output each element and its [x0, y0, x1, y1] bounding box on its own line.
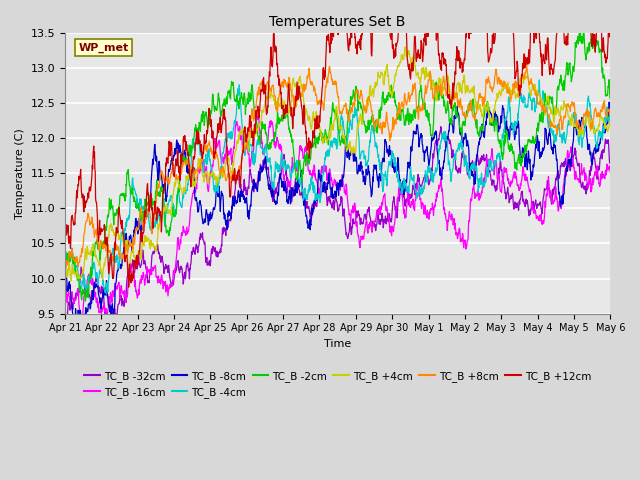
TC_B +4cm — [126, 260, 134, 266]
TC_B +4cm — [293, 86, 301, 92]
TC_B -8cm — [314, 183, 322, 189]
TC_B -32cm — [372, 228, 380, 234]
TC_B +12cm — [104, 235, 111, 240]
TC_B +12cm — [125, 284, 132, 290]
Title: Temperatures Set B: Temperatures Set B — [269, 15, 406, 29]
TC_B -2cm — [104, 212, 111, 218]
TC_B -4cm — [104, 287, 111, 292]
TC_B +8cm — [607, 111, 614, 117]
TC_B -8cm — [372, 166, 380, 172]
TC_B -32cm — [314, 194, 322, 200]
TC_B +12cm — [61, 216, 69, 222]
TC_B -4cm — [126, 208, 134, 214]
TC_B -4cm — [314, 192, 322, 198]
TC_B -8cm — [126, 236, 134, 242]
TC_B -32cm — [304, 205, 312, 211]
Line: TC_B +8cm: TC_B +8cm — [65, 65, 611, 268]
TC_B -16cm — [104, 309, 111, 315]
TC_B -4cm — [83, 292, 91, 298]
TC_B +4cm — [104, 239, 111, 244]
TC_B +8cm — [304, 73, 312, 79]
TC_B -4cm — [293, 157, 301, 163]
TC_B -4cm — [607, 113, 614, 119]
TC_B +4cm — [61, 268, 69, 274]
TC_B +4cm — [401, 44, 409, 50]
TC_B -32cm — [107, 326, 115, 332]
TC_B -16cm — [77, 324, 85, 330]
TC_B -2cm — [580, 25, 588, 31]
TC_B +4cm — [372, 80, 380, 86]
TC_B -16cm — [305, 168, 312, 173]
Line: TC_B -8cm: TC_B -8cm — [65, 102, 611, 329]
TC_B -16cm — [607, 169, 614, 175]
TC_B +8cm — [314, 100, 322, 106]
Y-axis label: Temperature (C): Temperature (C) — [15, 128, 25, 219]
TC_B -32cm — [126, 264, 134, 269]
TC_B +8cm — [61, 260, 69, 265]
TC_B -8cm — [304, 225, 312, 231]
TC_B +4cm — [67, 278, 75, 284]
TC_B +8cm — [62, 265, 70, 271]
TC_B -2cm — [607, 96, 614, 101]
TC_B -8cm — [607, 109, 614, 115]
TC_B +12cm — [126, 262, 134, 267]
TC_B -2cm — [126, 183, 134, 189]
TC_B -16cm — [61, 290, 69, 296]
TC_B -2cm — [293, 177, 301, 182]
Legend: TC_B -32cm, TC_B -16cm, TC_B -8cm, TC_B -4cm, TC_B -2cm, TC_B +4cm, TC_B +8cm, T: TC_B -32cm, TC_B -16cm, TC_B -8cm, TC_B … — [80, 367, 595, 402]
TC_B -2cm — [372, 118, 380, 123]
TC_B +4cm — [607, 122, 614, 128]
Line: TC_B +12cm: TC_B +12cm — [65, 0, 611, 287]
TC_B -4cm — [304, 190, 312, 195]
TC_B +8cm — [126, 241, 134, 247]
TC_B -32cm — [437, 124, 445, 130]
TC_B -4cm — [61, 257, 69, 263]
TC_B +12cm — [293, 84, 301, 89]
TC_B -32cm — [61, 310, 69, 315]
Line: TC_B +4cm: TC_B +4cm — [65, 47, 611, 281]
TC_B -16cm — [293, 163, 301, 169]
TC_B -16cm — [372, 214, 380, 220]
TC_B -8cm — [61, 277, 69, 283]
Line: TC_B -16cm: TC_B -16cm — [65, 114, 611, 327]
Line: TC_B -4cm: TC_B -4cm — [65, 80, 611, 295]
Text: WP_met: WP_met — [79, 43, 129, 53]
TC_B -32cm — [293, 185, 301, 191]
TC_B +12cm — [607, 25, 614, 31]
TC_B +4cm — [314, 118, 322, 123]
TC_B -2cm — [81, 298, 89, 304]
TC_B -8cm — [605, 99, 613, 105]
TC_B -4cm — [536, 77, 543, 83]
TC_B -32cm — [104, 314, 111, 320]
TC_B -4cm — [372, 140, 380, 146]
TC_B -16cm — [255, 111, 262, 117]
TC_B -8cm — [293, 189, 301, 194]
TC_B +8cm — [104, 243, 111, 249]
TC_B +8cm — [372, 121, 380, 127]
TC_B -2cm — [314, 141, 322, 147]
TC_B +8cm — [523, 62, 531, 68]
TC_B +12cm — [372, 14, 380, 20]
TC_B +12cm — [304, 140, 312, 146]
TC_B -2cm — [304, 152, 312, 157]
TC_B -2cm — [61, 264, 69, 270]
TC_B +8cm — [293, 100, 301, 106]
TC_B -32cm — [607, 160, 614, 166]
TC_B -8cm — [70, 326, 78, 332]
TC_B -16cm — [126, 266, 134, 272]
TC_B -16cm — [314, 184, 322, 190]
Line: TC_B -32cm: TC_B -32cm — [65, 127, 611, 329]
X-axis label: Time: Time — [324, 339, 351, 349]
TC_B +12cm — [314, 126, 322, 132]
TC_B +4cm — [304, 118, 312, 123]
TC_B -8cm — [104, 291, 111, 297]
Line: TC_B -2cm: TC_B -2cm — [65, 28, 611, 301]
